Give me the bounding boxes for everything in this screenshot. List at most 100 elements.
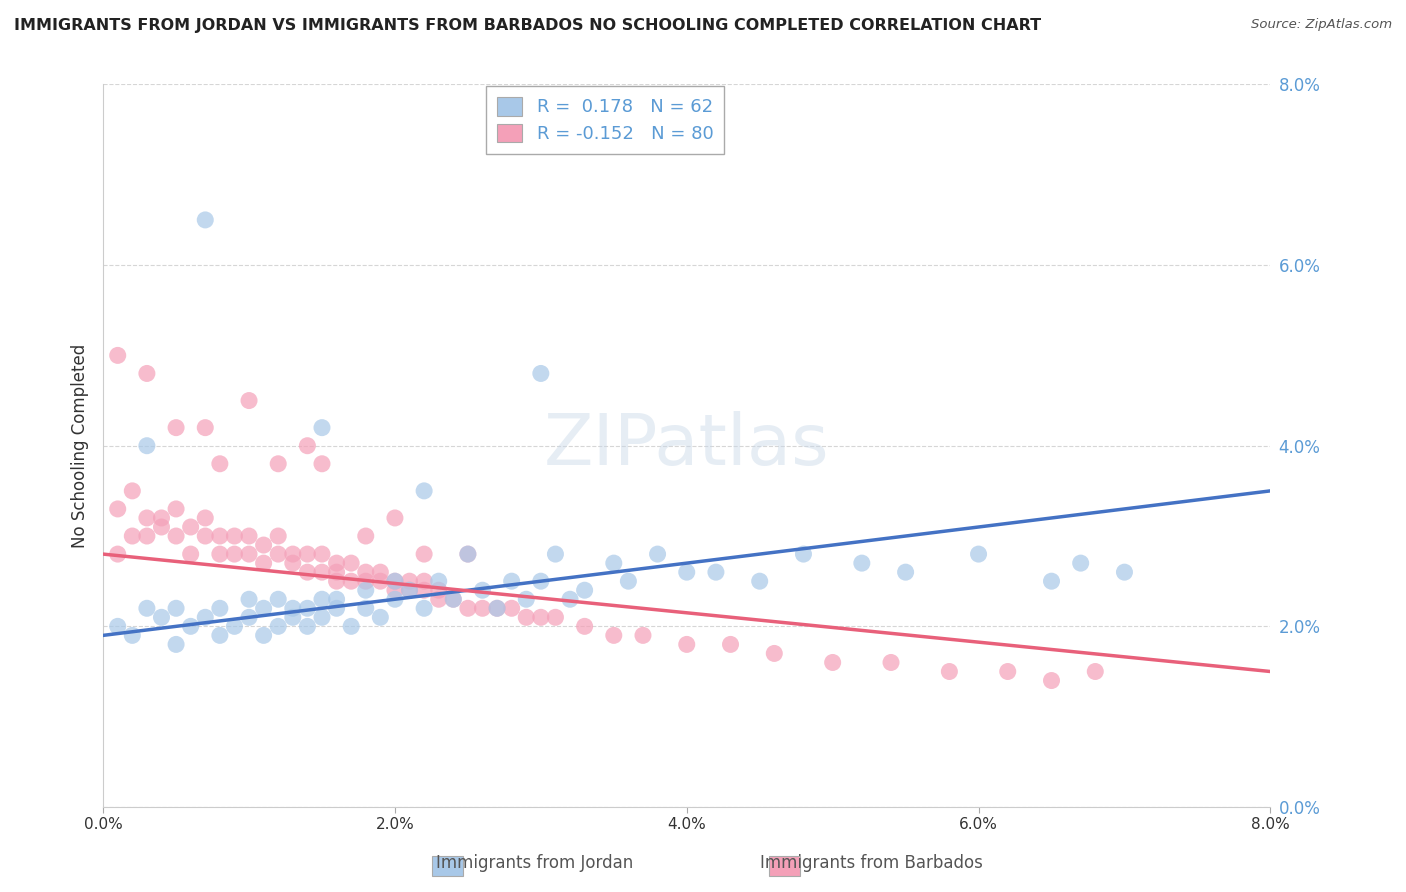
Point [281,547,304,561]
Point [1070,556,1092,570]
Point [880,656,903,670]
Point [281,610,304,624]
Point [165,637,187,651]
Point [180,547,202,561]
Text: Immigrants from Barbados: Immigrants from Barbados [761,855,983,872]
Point [574,619,596,633]
Point [121,483,143,498]
Point [121,529,143,543]
Point [457,547,479,561]
Point [325,592,347,607]
Point [311,610,333,624]
Point [194,610,217,624]
Point [252,601,274,615]
Point [441,592,464,607]
Point [325,601,347,615]
Point [180,520,202,534]
Point [311,457,333,471]
Point [457,547,479,561]
Point [1084,665,1107,679]
Point [121,628,143,642]
Point [647,547,669,561]
Point [398,574,420,589]
Point [281,601,304,615]
Point [267,619,290,633]
Point [427,592,450,607]
Point [208,547,231,561]
Point [252,628,274,642]
Point [384,574,406,589]
Point [107,502,129,516]
Point [107,547,129,561]
Point [208,601,231,615]
Point [354,565,377,579]
Point [354,529,377,543]
Text: Source: ZipAtlas.com: Source: ZipAtlas.com [1251,18,1392,31]
Point [311,592,333,607]
Point [135,601,157,615]
Point [384,511,406,525]
Point [150,520,173,534]
Point [457,601,479,615]
Point [441,592,464,607]
Y-axis label: No Schooling Completed: No Schooling Completed [72,343,89,548]
Text: ZIPatlas: ZIPatlas [544,411,830,480]
Point [530,574,553,589]
Point [631,628,654,642]
Point [340,619,363,633]
Point [501,601,523,615]
Point [354,601,377,615]
Point [501,574,523,589]
Point [370,610,392,624]
Point [194,420,217,434]
Point [180,619,202,633]
Point [1040,574,1063,589]
Point [297,565,319,579]
Point [427,574,450,589]
Point [325,556,347,570]
Point [340,556,363,570]
Point [194,529,217,543]
Point [515,592,537,607]
Point [530,610,553,624]
Point [603,556,626,570]
Point [617,574,640,589]
Point [107,348,129,362]
Point [224,619,246,633]
Point [413,601,436,615]
Point [238,529,260,543]
Point [384,583,406,598]
Point [370,565,392,579]
Point [748,574,770,589]
Point [165,502,187,516]
Point [486,601,509,615]
Point [603,628,626,642]
Point [297,439,319,453]
Point [340,574,363,589]
Point [135,439,157,453]
Point [325,574,347,589]
Point [135,529,157,543]
Point [938,665,960,679]
Point [384,574,406,589]
Point [224,529,246,543]
Point [208,628,231,642]
Point [574,583,596,598]
Point [297,619,319,633]
Point [1040,673,1063,688]
Point [704,565,727,579]
Point [675,637,697,651]
Point [281,556,304,570]
Point [354,583,377,598]
Legend: R =  0.178   N = 62, R = -0.152   N = 80: R = 0.178 N = 62, R = -0.152 N = 80 [486,87,724,153]
Text: Immigrants from Jordan: Immigrants from Jordan [436,855,633,872]
Point [165,529,187,543]
Point [471,583,494,598]
Point [150,511,173,525]
Point [413,574,436,589]
Point [267,547,290,561]
Point [720,637,742,651]
Point [267,457,290,471]
Point [311,547,333,561]
Point [792,547,814,561]
